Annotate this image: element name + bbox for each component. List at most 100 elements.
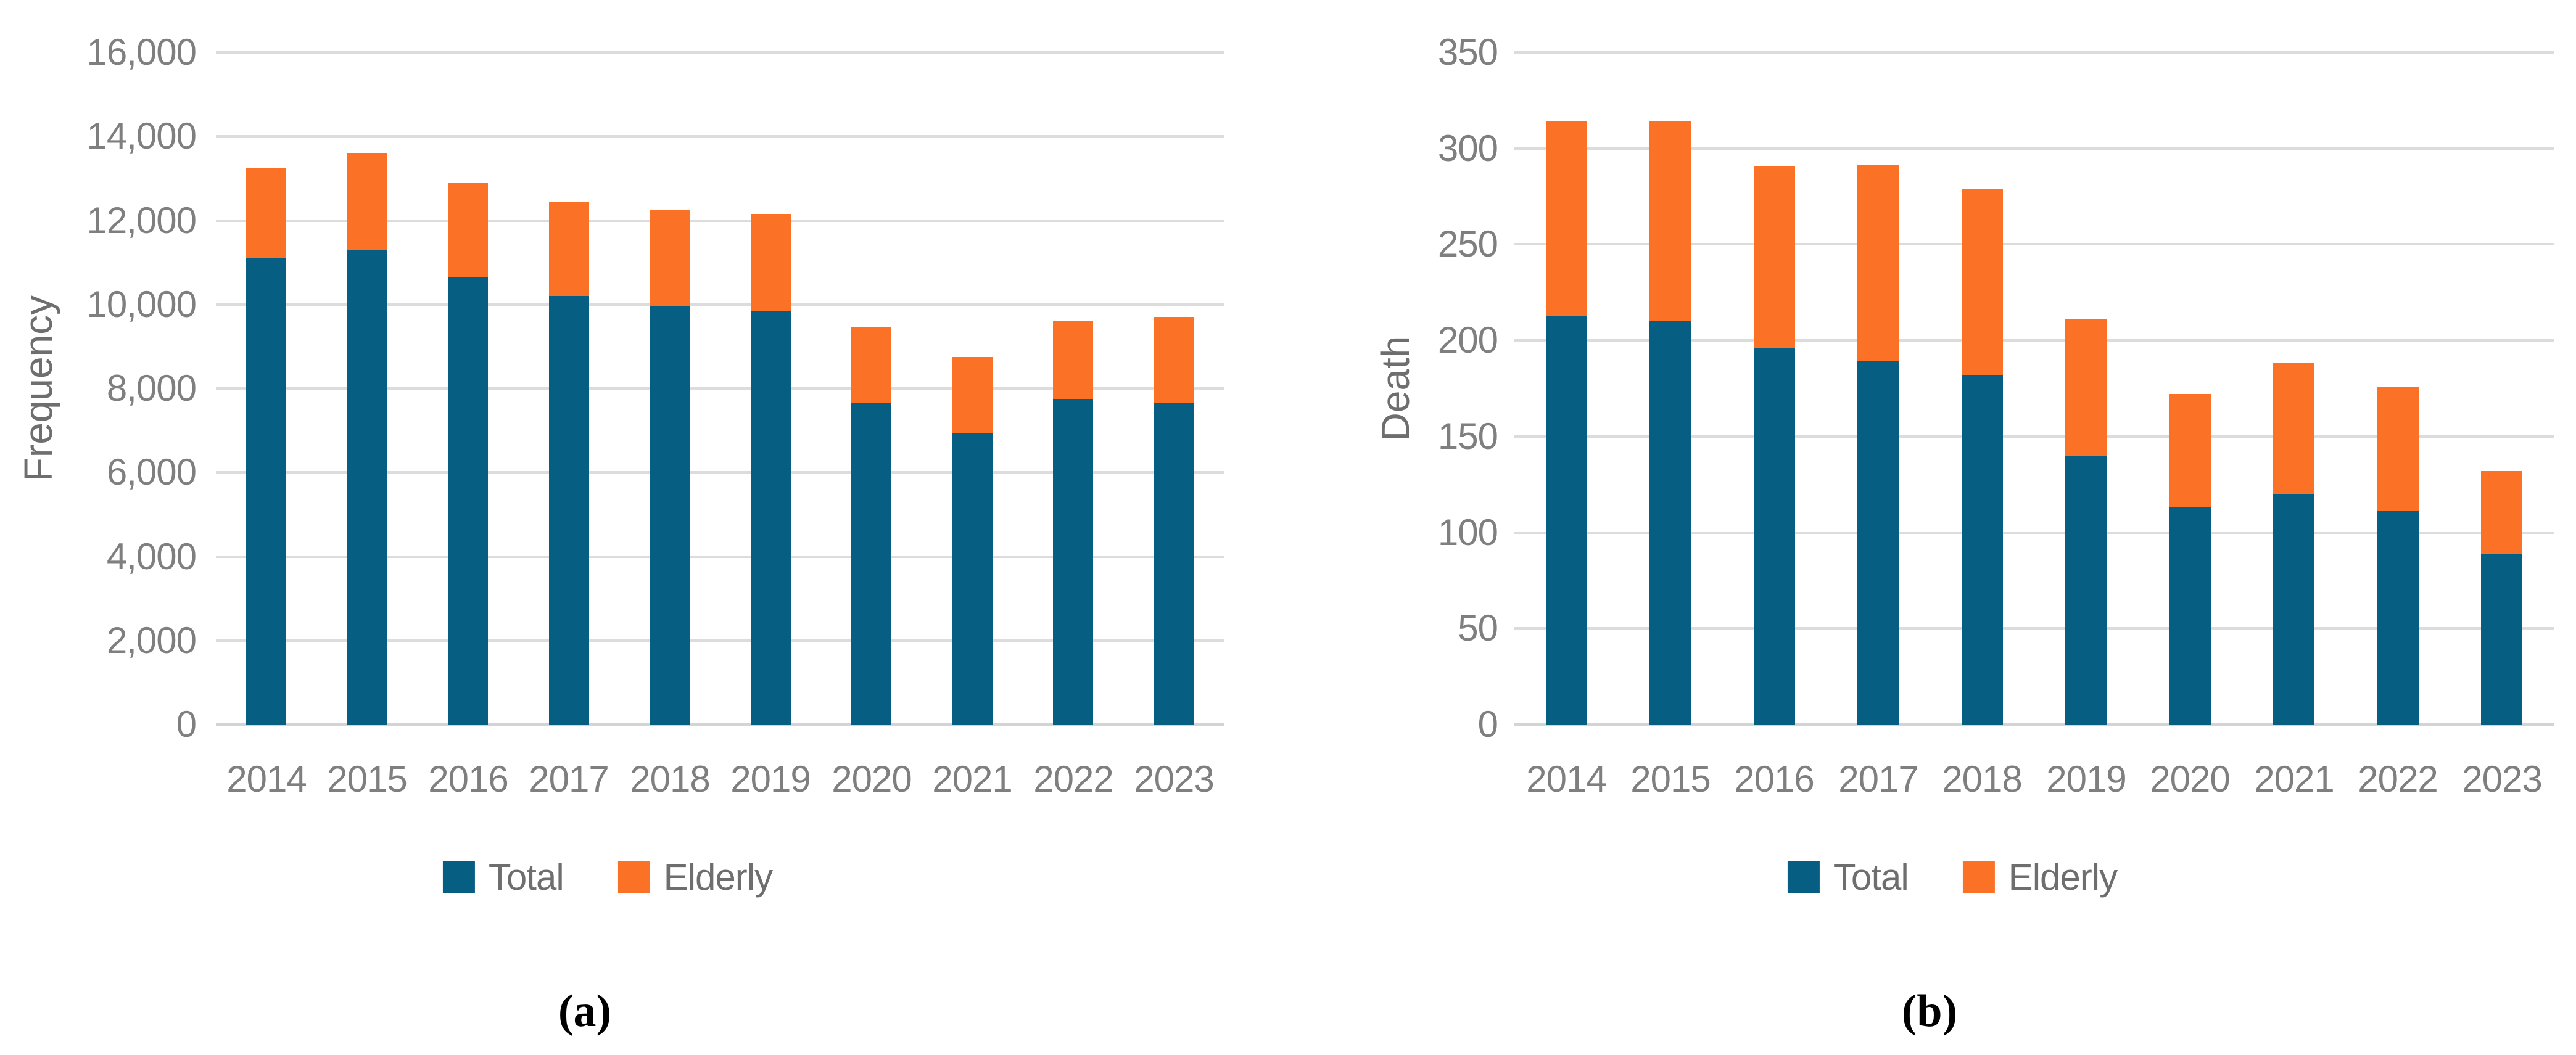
y-axis-title: Frequency [16,295,60,482]
y-axis-tick-label: 0 [176,704,197,745]
y-axis-tick-label: 4,000 [106,536,197,577]
bar-segment-elderly [1857,165,1899,361]
x-axis-tick-label: 2022 [2358,758,2438,800]
x-axis-tick-label: 2016 [1734,758,1814,800]
y-gridline [216,639,1224,642]
bar-segment-elderly [246,168,286,258]
x-axis-line [1514,723,2554,726]
stacked-bar-2020 [2169,394,2211,725]
x-axis-tick-label: 2023 [1134,758,1214,800]
bar-segment-elderly [1154,317,1194,403]
stacked-bar-2023 [2481,471,2522,725]
x-axis-tick-label: 2023 [2462,758,2542,800]
legend-label: Elderly [2008,856,2118,898]
stacked-bar-2018 [650,210,690,725]
bar-segment-total [549,296,589,725]
y-axis-tick-label: 50 [1458,607,1498,649]
stacked-bar-2018 [1962,189,2003,725]
bar-segment-elderly [347,153,387,250]
x-axis-tick-label: 2017 [529,758,609,800]
stacked-bar-2017 [1857,165,1899,725]
bar-segment-elderly [1053,321,1093,399]
x-axis-tick-label: 2021 [932,758,1012,800]
bar-segment-elderly [952,357,993,433]
y-axis-title: Death [1373,335,1418,441]
x-axis-tick-label: 2015 [1630,758,1711,800]
y-axis-tick-label: 250 [1437,223,1498,265]
bar-segment-elderly [650,210,690,306]
stacked-bar-2014 [1546,121,1587,725]
stacked-bar-2015 [347,153,387,725]
bar-segment-total [1754,348,1795,725]
chart-panel-b: (b) 0 50 100 150 200 250 300 350 Death 2014 2015 20… [1288,0,2576,1055]
chart-panel-a: (a) 0 2,000 4,000 6,000 8,000 10,000 12,000 14,… [16,31,1224,1037]
subfigure-caption-b: (b) [1901,986,1958,1037]
bar-segment-elderly [448,183,488,277]
stacked-bar-2019 [2065,319,2107,725]
legend-label: Total [488,856,564,898]
y-gridline [1514,627,2554,630]
y-gridline [216,220,1224,222]
legend-swatch-icon [1962,861,1995,893]
legend: Total Elderly [1787,856,2118,898]
y-gridline [216,51,1224,54]
x-axis-tick-label: 2020 [832,758,912,800]
y-axis-tick-label: 6,000 [106,451,197,493]
legend: Total Elderly [442,856,773,898]
x-axis-tick-label: 2017 [1838,758,1918,800]
legend-item-total: Total [442,856,564,898]
bar-segment-elderly [1754,166,1795,348]
bar-segment-elderly [2169,394,2211,507]
x-axis-tick-label: 2016 [428,758,508,800]
bar-segment-total [851,403,891,725]
y-axis-tick-label: 16,000 [86,31,197,73]
x-axis-tick-label: 2022 [1033,758,1113,800]
legend-item-elderly: Elderly [1962,856,2118,898]
bar-segment-elderly [2377,387,2419,511]
bar-segment-total [650,306,690,725]
y-gridline [216,556,1224,558]
bar-segment-total [1053,399,1093,725]
stacked-bar-2020 [851,327,891,725]
legend-swatch-icon [617,861,650,893]
y-axis-tick-label: 350 [1437,31,1498,73]
bar-segment-total [751,311,791,725]
stacked-bar-2019 [751,214,791,725]
y-gridline [1514,147,2554,150]
legend-label: Total [1833,856,1909,898]
x-axis-line [216,723,1224,726]
x-axis-tick-label: 2018 [630,758,710,800]
bar-segment-total [1154,403,1194,725]
bar-segment-total [1857,361,1899,725]
y-gridline [216,135,1224,138]
bar-segment-elderly [2481,471,2522,554]
bar-segment-elderly [1649,121,1691,321]
stacked-bar-2022 [1053,321,1093,725]
bar-segment-total [1962,375,2003,725]
legend-swatch-icon [442,861,475,893]
bar-segment-total [2377,511,2419,725]
bar-segment-total [1546,316,1587,725]
bar-segment-elderly [751,214,791,311]
bar-segment-elderly [851,327,891,403]
y-gridline [216,471,1224,474]
y-gridline [216,303,1224,306]
legend-swatch-icon [1787,861,1820,893]
bar-segment-total [448,277,488,725]
stacked-bar-2023 [1154,317,1194,725]
bar-segment-elderly [1962,189,2003,375]
x-axis-tick-label: 2019 [2046,758,2126,800]
y-gridline [216,387,1224,390]
y-gridline [1514,243,2554,245]
y-axis-tick-label: 12,000 [86,200,197,241]
x-axis-tick-label: 2015 [327,758,407,800]
bar-segment-total [1649,321,1691,725]
bar-segment-elderly [2065,319,2107,456]
y-axis-tick-label: 8,000 [106,367,197,409]
subfigure-caption-a: (a) [558,986,612,1037]
x-axis-tick-label: 2021 [2254,758,2334,800]
stacked-bar-2022 [2377,387,2419,725]
y-axis-tick-label: 300 [1437,128,1498,169]
stacked-bar-2021 [952,357,993,725]
